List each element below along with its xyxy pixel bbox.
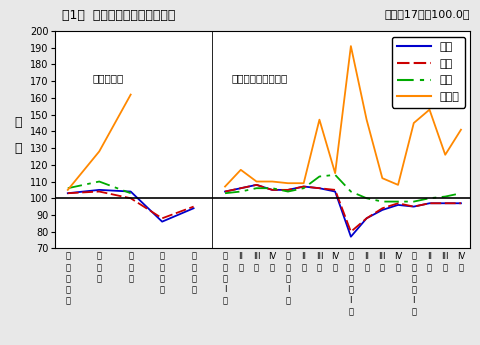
Text: 二
十
年
I
期: 二 十 年 I 期	[286, 252, 290, 305]
Text: IV
期: IV 期	[331, 252, 339, 272]
Text: （原指数）: （原指数）	[93, 73, 124, 83]
Text: IV
期: IV 期	[457, 252, 465, 272]
Text: 第1図  千葉県鉱工業指数の推移: 第1図 千葉県鉱工業指数の推移	[62, 9, 176, 22]
Text: II
期: II 期	[364, 252, 369, 272]
Text: IV
期: IV 期	[394, 252, 402, 272]
Text: 平
成
十
八
年: 平 成 十 八 年	[65, 252, 70, 305]
Text: （平成17年＝100.0）: （平成17年＝100.0）	[385, 9, 470, 19]
Text: II
期: II 期	[238, 252, 243, 272]
Text: 二
十
二
年: 二 十 二 年	[191, 252, 196, 294]
Text: III
期: III 期	[379, 252, 386, 272]
Text: 指: 指	[14, 116, 22, 129]
Text: III
期: III 期	[442, 252, 449, 272]
Text: 数: 数	[14, 142, 22, 155]
Text: III
期: III 期	[253, 252, 260, 272]
Text: 二
十
年: 二 十 年	[128, 252, 133, 283]
Text: II
期: II 期	[427, 252, 432, 272]
Text: III
期: III 期	[316, 252, 323, 272]
Text: 二
十
二
年
I
期: 二 十 二 年 I 期	[411, 252, 416, 316]
Text: 二
十
一
年
I
期: 二 十 一 年 I 期	[348, 252, 353, 316]
Legend: 生産, 出荷, 在庫, 在庫率: 生産, 出荷, 在庫, 在庫率	[392, 37, 465, 108]
Text: IV
期: IV 期	[268, 252, 276, 272]
Text: 二
十
一
年: 二 十 一 年	[160, 252, 165, 294]
Text: II
期: II 期	[301, 252, 306, 272]
Text: 十
九
年
I
期: 十 九 年 I 期	[223, 252, 228, 305]
Text: （季節調整済指数）: （季節調整済指数）	[231, 73, 288, 83]
Text: 十
九
年: 十 九 年	[97, 252, 102, 283]
